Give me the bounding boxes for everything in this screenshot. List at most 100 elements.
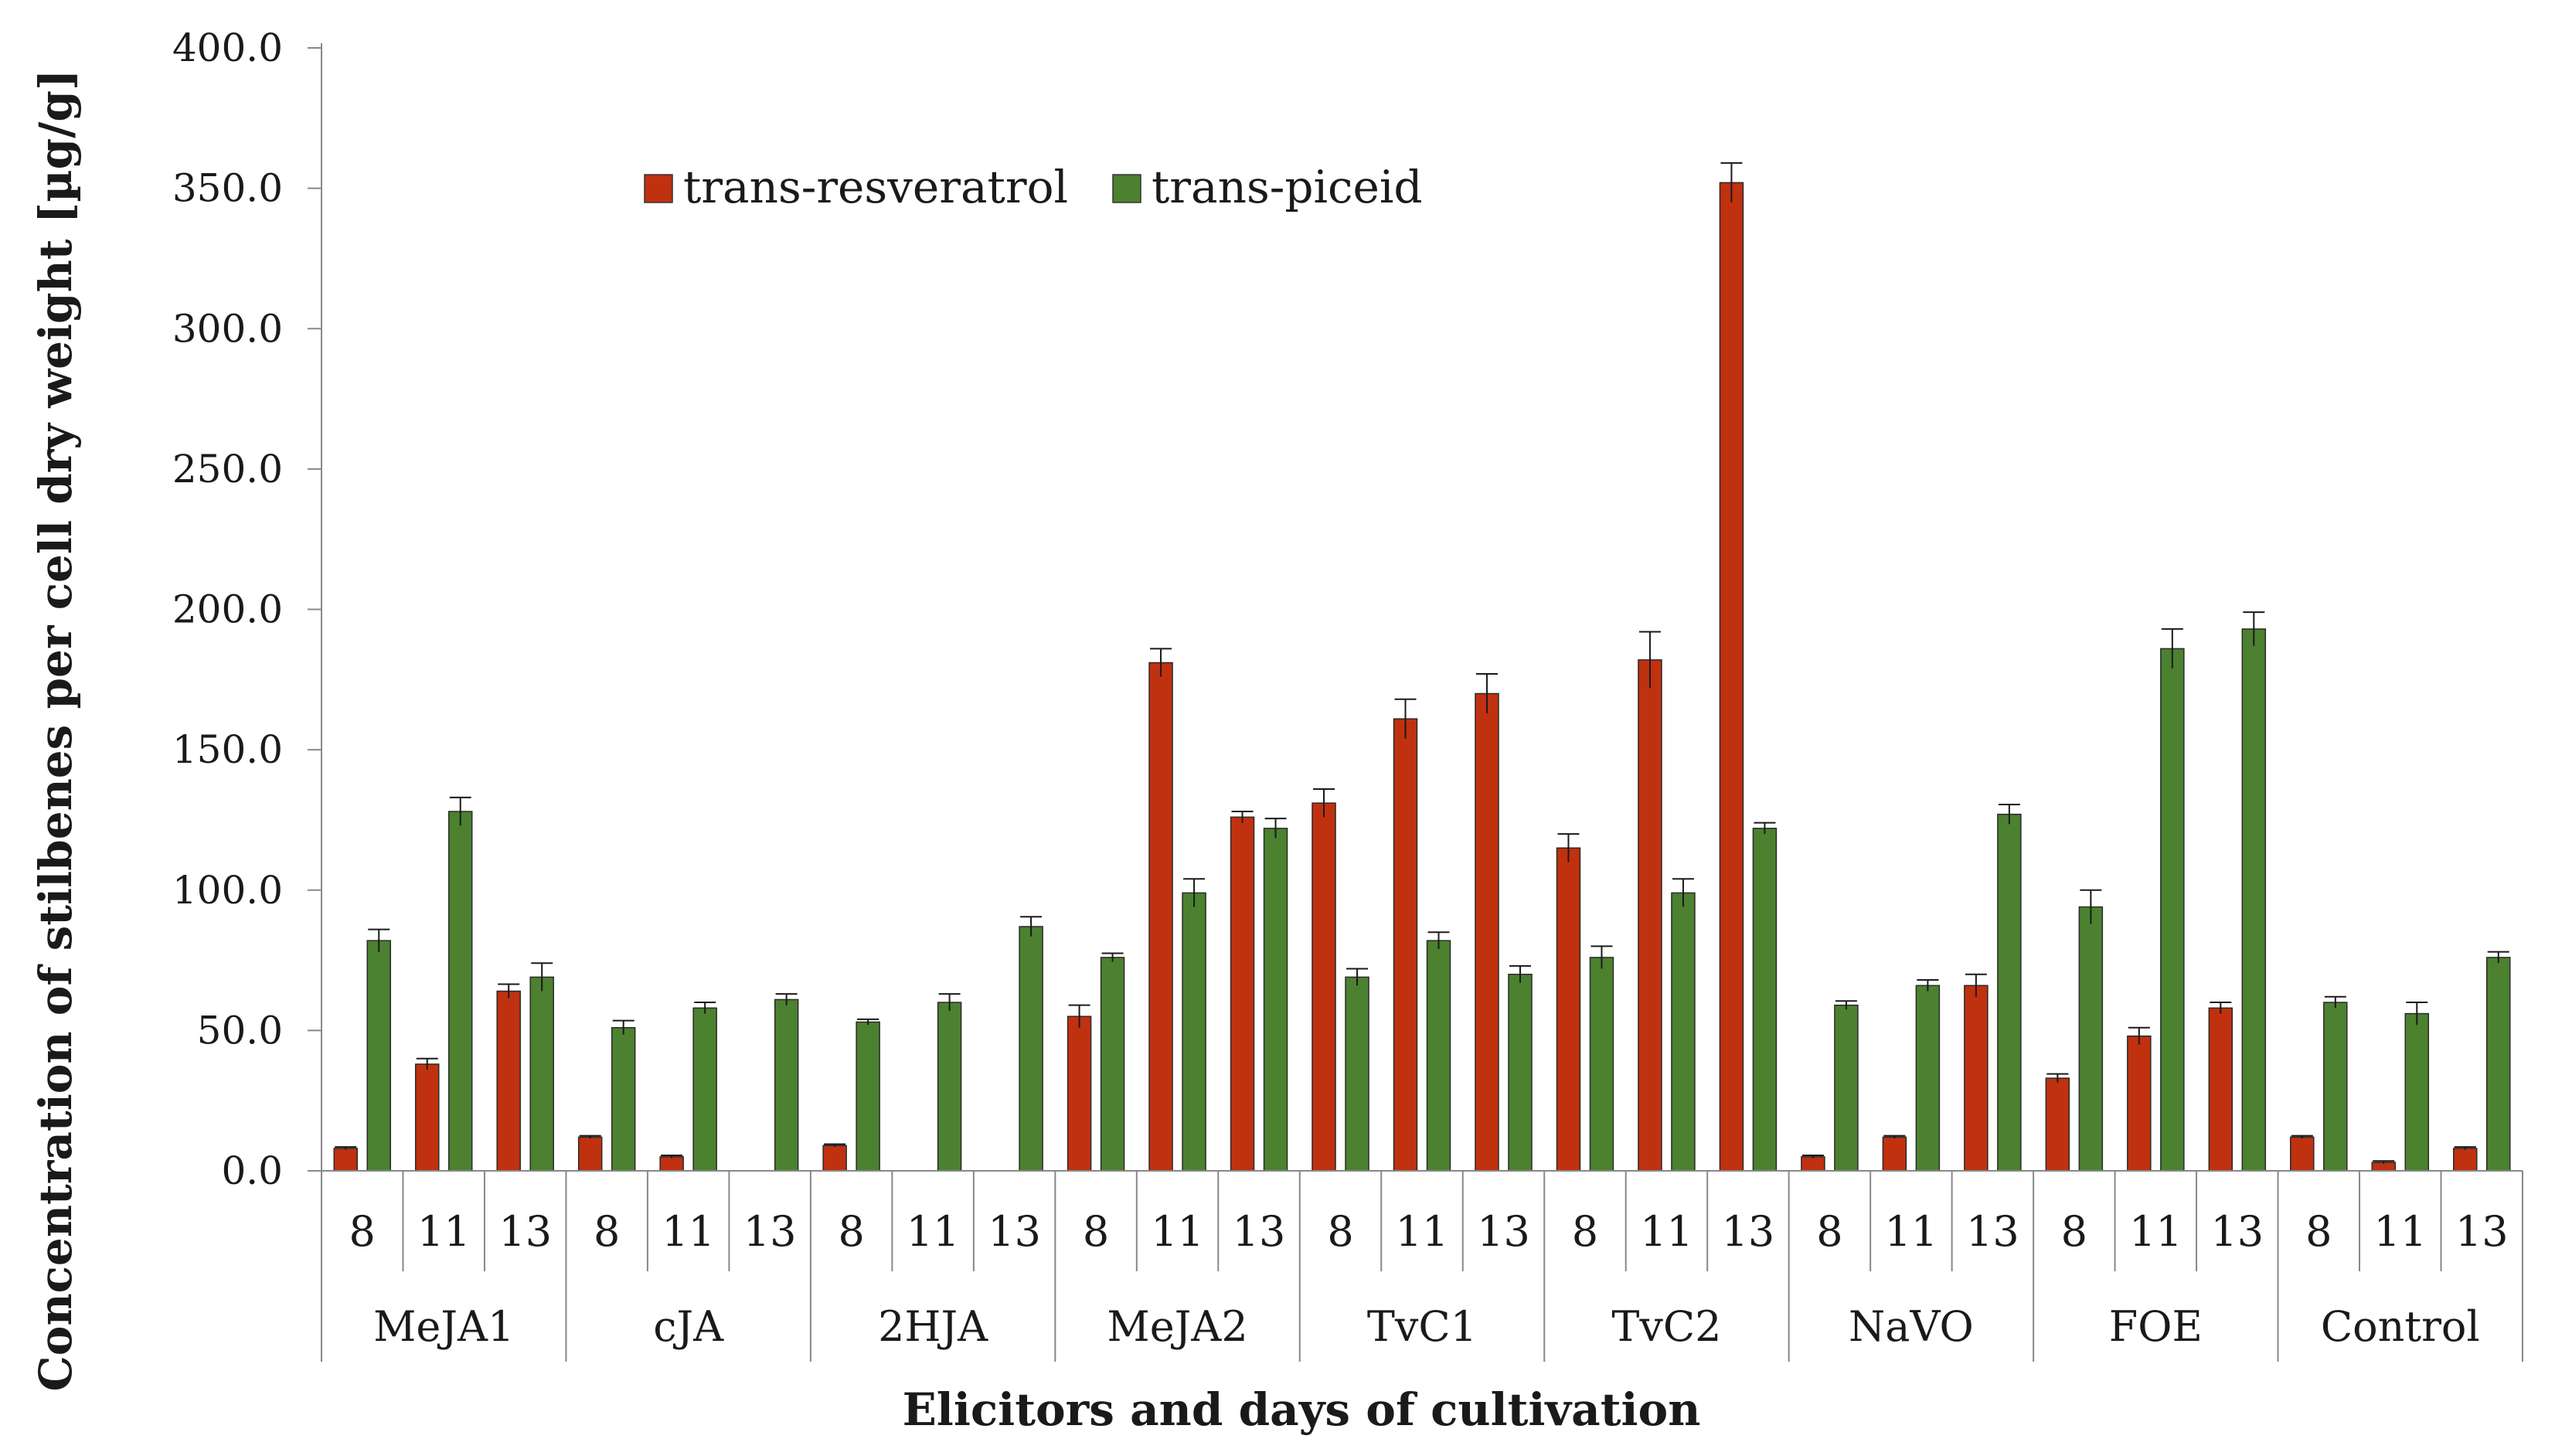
bar-trans-resveratrol-MeJA1-13	[496, 990, 521, 1172]
day-label: 11	[907, 1207, 960, 1256]
group-label: cJA	[653, 1302, 724, 1351]
day-label: 13	[988, 1207, 1041, 1256]
bar-trans-resveratrol-MeJA1-8	[333, 1148, 358, 1172]
bar-trans-resveratrol-MeJA2-8	[1067, 1015, 1092, 1172]
bar-trans-piceid-MeJA1-8	[366, 940, 391, 1172]
bar-trans-piceid-2HJA-13	[1019, 926, 1043, 1172]
bar-trans-resveratrol-TvC1-8	[1312, 802, 1336, 1172]
day-label: 8	[1327, 1207, 1353, 1256]
day-label: 13	[498, 1207, 552, 1256]
day-label: 13	[1966, 1207, 2019, 1256]
day-label: 13	[1233, 1207, 1286, 1256]
y-tick-label: 100.0	[172, 868, 283, 913]
bars	[333, 162, 2511, 1172]
bar-trans-piceid-TvC2-11	[1671, 892, 1696, 1172]
bar-trans-piceid-TvC2-13	[1752, 828, 1778, 1172]
legend-label-trans-resveratrol: trans-resveratrol	[683, 161, 1068, 213]
bar-trans-resveratrol-FOE-13	[2208, 1007, 2233, 1172]
day-label: 8	[838, 1207, 864, 1256]
bar-trans-resveratrol-Control-8	[2290, 1136, 2315, 1172]
day-label: 8	[1816, 1207, 1842, 1256]
legend-label-trans-piceid: trans-piceid	[1152, 161, 1423, 213]
group-label: Control	[2321, 1302, 2480, 1351]
bar-trans-resveratrol-NaVO-8	[1801, 1156, 1825, 1172]
bar-trans-resveratrol-MeJA1-11	[414, 1063, 440, 1172]
day-label: 13	[1477, 1207, 1530, 1256]
group-label: TvC1	[1367, 1302, 1477, 1351]
bar-trans-resveratrol-FOE-8	[2045, 1077, 2070, 1172]
group-label: MeJA2	[1107, 1302, 1247, 1351]
bar-trans-resveratrol-TvC1-13	[1475, 692, 1499, 1172]
group-label: NaVO	[1849, 1302, 1974, 1351]
bar-trans-piceid-TvC1-13	[1508, 973, 1533, 1172]
bar-trans-piceid-cJA-13	[774, 998, 799, 1172]
day-label: 11	[1885, 1207, 1938, 1256]
y-tick-label: 300.0	[172, 306, 283, 351]
day-label: 11	[417, 1207, 471, 1256]
day-label: 8	[1572, 1207, 1598, 1256]
legend-swatch-trans-resveratrol	[644, 174, 673, 203]
bar-trans-resveratrol-TvC2-13	[1719, 182, 1744, 1172]
y-tick-label: 400.0	[172, 26, 283, 70]
bar-trans-piceid-Control-13	[2486, 957, 2511, 1172]
bar-trans-piceid-2HJA-8	[856, 1021, 880, 1172]
day-label: 11	[2129, 1207, 2182, 1256]
bar-trans-resveratrol-NaVO-13	[1964, 985, 1989, 1172]
bar-trans-resveratrol-MeJA2-11	[1148, 662, 1173, 1172]
bar-trans-piceid-TvC2-8	[1589, 957, 1614, 1172]
bar-trans-piceid-Control-8	[2323, 1002, 2348, 1172]
x-axis-title: Elicitors and days of cultivation	[903, 1383, 1701, 1436]
bar-trans-piceid-NaVO-11	[1915, 985, 1941, 1172]
bar-trans-piceid-NaVO-8	[1834, 1004, 1859, 1172]
bar-trans-resveratrol-FOE-11	[2127, 1035, 2152, 1172]
y-tick-label: 0.0	[221, 1148, 283, 1193]
y-axis: 0.0 50.0 100.0 150.0 200.0 250.0 300.0 350.0 400…	[172, 26, 322, 1193]
day-label: 11	[662, 1207, 715, 1256]
bar-trans-resveratrol-TvC2-11	[1638, 659, 1662, 1172]
group-label: 2HJA	[878, 1302, 988, 1351]
bar-trans-resveratrol-cJA-11	[659, 1156, 684, 1172]
group-label: MeJA1	[373, 1302, 514, 1351]
day-label: 13	[1722, 1207, 1775, 1256]
y-tick-label: 250.0	[172, 447, 283, 492]
bar-trans-resveratrol-Control-13	[2453, 1148, 2478, 1172]
day-label: 8	[349, 1207, 376, 1256]
bar-trans-piceid-MeJA1-11	[447, 811, 473, 1172]
day-label: 13	[743, 1207, 797, 1256]
day-label: 8	[1083, 1207, 1109, 1256]
bar-trans-resveratrol-2HJA-8	[822, 1145, 847, 1172]
bar-trans-resveratrol-TvC2-8	[1556, 847, 1581, 1172]
y-tick-label: 50.0	[197, 1008, 283, 1053]
y-tick-label: 350.0	[172, 166, 283, 211]
bar-trans-piceid-cJA-11	[692, 1007, 717, 1172]
day-label: 13	[2210, 1207, 2264, 1256]
bar-trans-piceid-FOE-11	[2160, 648, 2185, 1172]
day-label: 11	[1640, 1207, 1693, 1256]
bar-trans-piceid-MeJA2-8	[1100, 957, 1125, 1172]
bar-trans-piceid-FOE-13	[2241, 628, 2267, 1172]
bar-trans-piceid-FOE-8	[2078, 906, 2104, 1172]
day-label: 11	[2373, 1207, 2427, 1256]
day-label: 11	[1151, 1207, 1204, 1256]
day-label: 11	[1396, 1207, 1449, 1256]
bar-trans-piceid-NaVO-13	[1997, 813, 2022, 1172]
y-tick-label: 200.0	[172, 587, 283, 632]
bar-trans-piceid-Control-11	[2404, 1012, 2430, 1172]
bar-trans-piceid-MeJA2-13	[1263, 828, 1288, 1172]
bar-trans-piceid-TvC1-11	[1426, 940, 1451, 1172]
bar-trans-piceid-MeJA1-13	[529, 976, 554, 1172]
bar-trans-piceid-TvC1-8	[1345, 976, 1369, 1172]
group-label: TvC2	[1611, 1302, 1721, 1351]
bar-trans-piceid-cJA-8	[611, 1026, 636, 1172]
day-label: 13	[2455, 1207, 2509, 1256]
y-tick-label: 150.0	[172, 727, 283, 772]
day-label: 8	[2305, 1207, 2332, 1256]
bar-trans-piceid-2HJA-11	[937, 1002, 962, 1172]
bar-trans-resveratrol-MeJA2-13	[1230, 816, 1255, 1172]
y-axis-title: Concentration of stilbenes per cell dry …	[29, 70, 82, 1392]
group-label: FOE	[2109, 1302, 2203, 1351]
day-label: 8	[2061, 1207, 2087, 1256]
legend: trans-resveratrol trans-piceid	[644, 161, 1423, 213]
day-label: 8	[594, 1207, 620, 1256]
